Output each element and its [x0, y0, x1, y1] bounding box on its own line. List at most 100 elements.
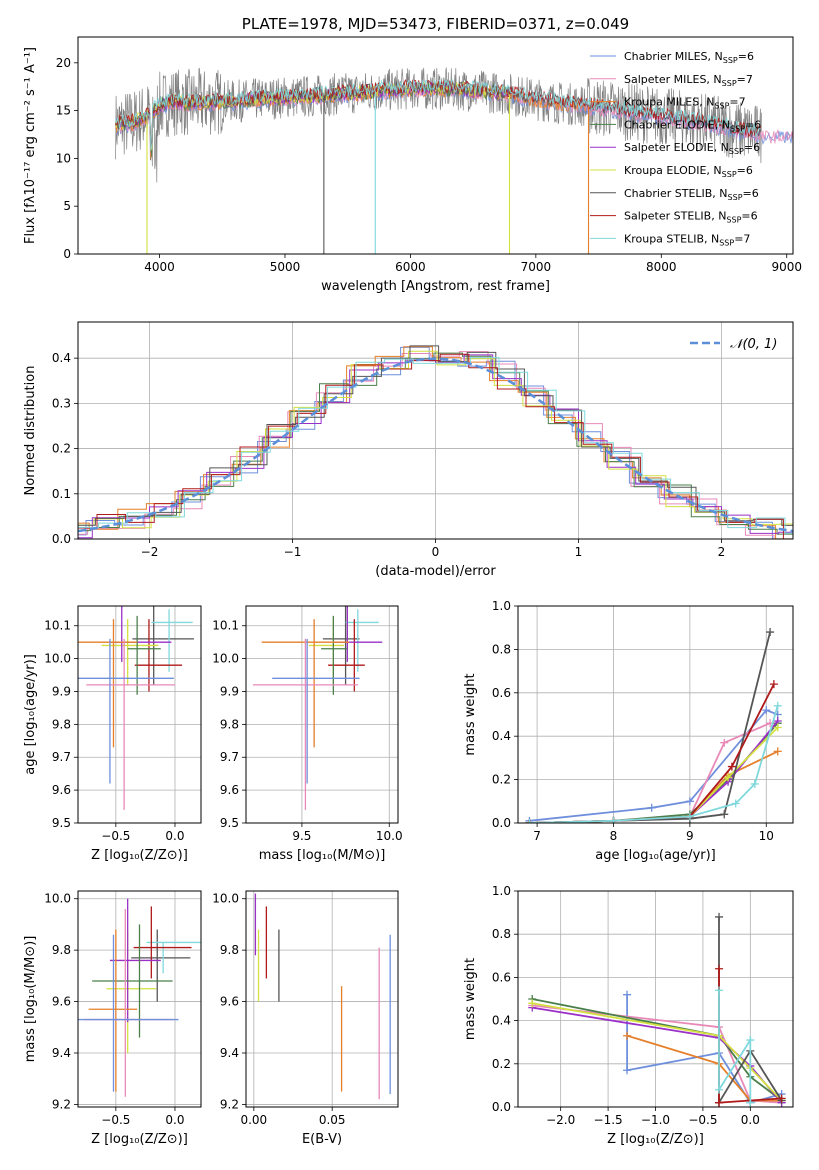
line-group [528, 912, 786, 1107]
plot-frame [77, 36, 794, 255]
panel-7: 0.00 0.05 9.2 9.4 9.6 9.8 10.0 E(B-V) [212, 890, 399, 1147]
series-marker [762, 706, 771, 715]
legend-entry-main: Chabrier ELODIE, N [624, 118, 730, 131]
y-tick-label: 9.8 [52, 717, 71, 731]
legend-entry-tail: =6 [744, 141, 760, 154]
x-tick-label: 7 [533, 829, 541, 843]
errorbar-point [151, 609, 193, 672]
y-tick-label: 10.0 [212, 892, 239, 906]
x-tick-label: 8000 [646, 260, 677, 274]
y-tick-label: 0.0 [492, 1100, 511, 1114]
series-line [532, 998, 783, 1102]
x-axis-label: (data-model)/error [375, 564, 496, 579]
legend-entry-main: Kroupa ELODIE, N [624, 164, 722, 177]
legend-entry-tail: =6 [743, 187, 759, 200]
x-tick-label: 0.00 [240, 1113, 267, 1127]
x-tick-label: 7000 [521, 260, 552, 274]
errorbar-point [252, 638, 358, 810]
y-tick-label: 9.6 [52, 995, 71, 1009]
errorbar-point [133, 906, 192, 979]
y-tick-label: 1.0 [492, 884, 511, 898]
series-marker [623, 1066, 632, 1075]
x-tick-label: 4000 [144, 260, 175, 274]
legend-entry-sub: SSP [729, 147, 744, 156]
x-tick-label: −1 [284, 545, 302, 559]
series-marker [525, 819, 534, 823]
errorbar-point [321, 615, 348, 695]
plot-frame [77, 605, 202, 824]
errorbar-point [78, 638, 174, 784]
y-tick-label: 0.3 [52, 396, 71, 410]
x-axis-label: mass [log₁₀(M/M⊙)] [259, 848, 386, 863]
residual-histogram [78, 352, 793, 535]
errorbar-point [345, 609, 379, 672]
legend-entry: Salpeter STELIB, NSSP=6 [624, 210, 758, 225]
y-tick-label: 10.1 [212, 619, 239, 633]
series-line [532, 1004, 782, 1104]
errorbar-point [328, 619, 365, 692]
y-tick-label: 9.7 [220, 750, 239, 764]
errorbar-point [134, 619, 183, 692]
panel-6: −0.5 0.0 9.2 9.4 9.6 9.8 10.0 Z [log₁₀(Z/Z⊙)] ma… [23, 890, 202, 1147]
series-marker [720, 738, 729, 747]
x-tick-label: 9.5 [292, 829, 311, 843]
errorbar-point [101, 619, 159, 685]
series-marker [773, 747, 782, 756]
panel-3: −0.5 0.0 9.5 9.6 9.7 9.8 9.9 10.0 10.1 Z [log₁₀(Z… [23, 605, 202, 863]
series-marker [746, 1036, 755, 1045]
series-marker [773, 701, 782, 710]
series-line [532, 1002, 783, 1102]
series-marker [609, 816, 618, 823]
x-tick-label: 0.0 [741, 1113, 760, 1127]
legend-entry-main: Kroupa MILES, N [624, 96, 714, 109]
series-marker [715, 912, 724, 921]
panel-5: 7 8 9 10 0.0 0.2 0.4 0.6 0.8 1.0 age [log₁₀(age/yr… [463, 599, 794, 863]
legend-entry-main: Kroupa STELIB, N [624, 232, 719, 245]
series-marker [773, 723, 782, 732]
legend-entry-sub: SSP [726, 216, 741, 225]
plot-frame [517, 605, 794, 824]
y-tick-label: 0.1 [52, 487, 71, 501]
series-marker [766, 628, 775, 637]
x-axis-label: Z [log₁₀(Z/Z⊙)] [607, 1132, 704, 1147]
x-tick-label: 0.0 [165, 1113, 184, 1127]
series-marker [715, 1098, 724, 1107]
series-marker [623, 1031, 632, 1040]
legend-entry-sub: SSP [714, 102, 729, 111]
y-tick-label: 0.2 [52, 442, 71, 456]
errorbar-point [109, 606, 172, 662]
legend-entry-tail: =6 [745, 118, 761, 131]
model-spectrum-line [115, 79, 762, 149]
y-tick-label: 9.4 [52, 1046, 71, 1060]
y-tick-label: 10.1 [44, 619, 71, 633]
chart-title: PLATE=1978, MJD=53473, FIBERID=0371, z=0… [242, 15, 629, 33]
residual-histogram [78, 353, 793, 539]
series-marker [727, 762, 736, 771]
legend-entry-sub: SSP [719, 238, 734, 247]
x-tick-label: 10 [759, 829, 774, 843]
y-axis-label: Flux [fλ10⁻¹⁷ erg cm⁻² s⁻¹ A⁻¹] [23, 47, 38, 244]
series-marker [715, 1085, 724, 1094]
x-tick-label: −0.5 [688, 1113, 717, 1127]
legend-entry: Kroupa ELODIE, NSSP=6 [624, 164, 753, 179]
y-axis-label: mass [log₁₀(M/M⊙)] [23, 936, 38, 1063]
errorbar-point [272, 638, 360, 784]
y-tick-label: 10.0 [44, 892, 71, 906]
x-tick-label: 6000 [395, 260, 426, 274]
errorbar-point [127, 615, 161, 695]
panel-4: 9.5 10.0 9.5 9.6 9.7 9.8 9.9 10.0 10.1 mass [log₁… [212, 605, 403, 863]
y-tick-label: 9.4 [220, 1046, 239, 1060]
series-line [718, 990, 752, 1103]
errorbar-point [92, 924, 173, 1038]
series-line [529, 631, 771, 823]
x-axis-label: wavelength [Angstrom, rest frame] [321, 279, 550, 294]
series-marker [647, 803, 656, 812]
legend-entry-main: Salpeter ELODIE, N [624, 141, 729, 154]
line-group [525, 628, 782, 823]
legend-entry: Chabrier ELODIE, NSSP=6 [624, 118, 761, 133]
x-tick-label: −1.5 [594, 1113, 623, 1127]
y-tick-label: 9.8 [220, 717, 239, 731]
plot-frame [245, 890, 399, 1108]
